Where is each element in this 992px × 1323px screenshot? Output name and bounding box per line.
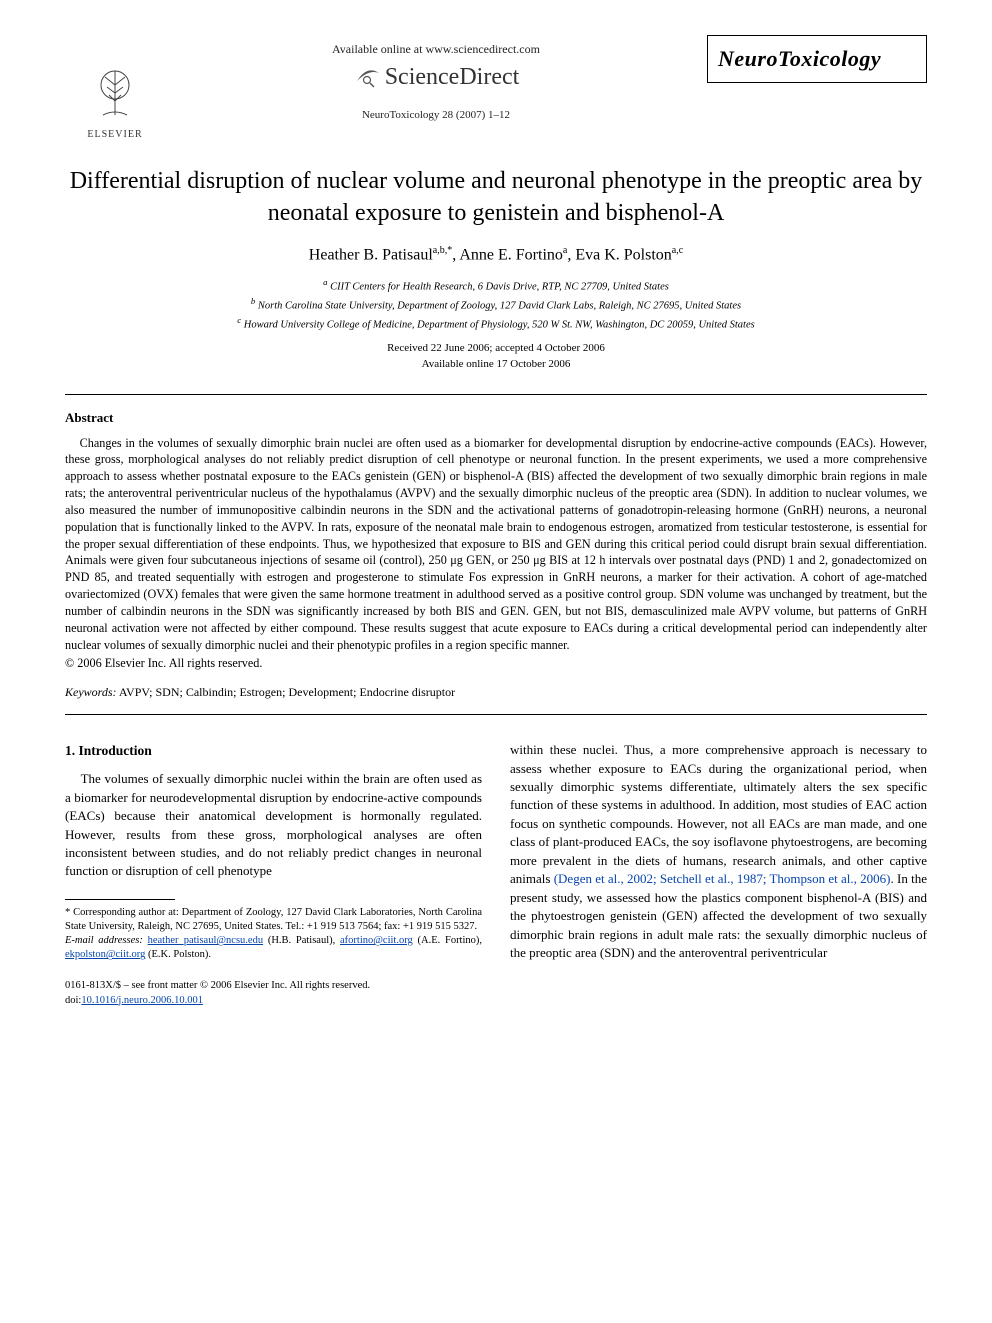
- front-matter-line: 0161-813X/$ – see front matter © 2006 El…: [65, 979, 482, 994]
- elsevier-tree-icon: [87, 65, 143, 121]
- email-link-2[interactable]: afortino@ciit.org: [340, 935, 413, 946]
- journal-title: NeuroToxicology: [718, 46, 881, 71]
- elsevier-logo-block: ELSEVIER: [65, 35, 165, 141]
- email-addresses: E-mail addresses: heather_patisaul@ncsu.…: [65, 934, 482, 962]
- journal-citation-line: NeuroToxicology 28 (2007) 1–12: [165, 108, 707, 123]
- author-1: Heather B. Patisaul: [309, 246, 433, 263]
- abstract-body: Changes in the volumes of sexually dimor…: [65, 435, 927, 654]
- footnote-separator: [65, 899, 175, 900]
- affiliation-c: c Howard University College of Medicine,…: [65, 314, 927, 333]
- body-columns: 1. Introduction The volumes of sexually …: [65, 741, 927, 1008]
- column-left: 1. Introduction The volumes of sexually …: [65, 741, 482, 1008]
- author-3: Eva K. Polston: [575, 246, 671, 263]
- keywords-text: AVPV; SDN; Calbindin; Estrogen; Developm…: [119, 685, 455, 699]
- affiliation-a: a CIIT Centers for Health Research, 6 Da…: [65, 276, 927, 295]
- sciencedirect-text: ScienceDirect: [385, 61, 520, 93]
- introduction-heading: 1. Introduction: [65, 741, 482, 760]
- email-link-3[interactable]: ekpolston@ciit.org: [65, 949, 145, 960]
- citation-link[interactable]: (Degen et al., 2002; Setchell et al., 19…: [554, 871, 891, 886]
- intro-para-right: within these nuclei. Thus, a more compre…: [510, 741, 927, 962]
- elsevier-label: ELSEVIER: [65, 128, 165, 142]
- header-center: Available online at www.sciencedirect.co…: [165, 35, 707, 122]
- available-online-text: Available online at www.sciencedirect.co…: [165, 41, 707, 57]
- available-online-date: Available online 17 October 2006: [65, 357, 927, 372]
- column-right: within these nuclei. Thus, a more compre…: [510, 741, 927, 1008]
- sciencedirect-swoosh-icon: [353, 63, 381, 91]
- divider: [65, 394, 927, 395]
- journal-title-box: NeuroToxicology: [707, 35, 927, 83]
- article-title: Differential disruption of nuclear volum…: [65, 165, 927, 230]
- email-link-1[interactable]: heather_patisaul@ncsu.edu: [148, 935, 264, 946]
- author-list: Heather B. Patisaula,b,*, Anne E. Fortin…: [65, 244, 927, 266]
- doi-link[interactable]: 10.1016/j.neuro.2006.10.001: [81, 995, 203, 1006]
- corresponding-author-footnote: * Corresponding author at: Department of…: [65, 906, 482, 963]
- abstract-copyright: © 2006 Elsevier Inc. All rights reserved…: [65, 655, 927, 671]
- author-2: Anne E. Fortino: [459, 246, 563, 263]
- keywords-label: Keywords:: [65, 685, 117, 699]
- sciencedirect-logo: ScienceDirect: [353, 61, 520, 93]
- divider: [65, 714, 927, 715]
- email-label: E-mail addresses:: [65, 935, 143, 946]
- received-accepted: Received 22 June 2006; accepted 4 Octobe…: [65, 341, 927, 356]
- abstract-heading: Abstract: [65, 409, 927, 427]
- page-header: ELSEVIER Available online at www.science…: [65, 35, 927, 141]
- keywords-block: Keywords: AVPV; SDN; Calbindin; Estrogen…: [65, 684, 927, 700]
- corresponding-text: * Corresponding author at: Department of…: [65, 906, 482, 934]
- intro-para-left: The volumes of sexually dimorphic nuclei…: [65, 770, 482, 881]
- affiliation-b: b North Carolina State University, Depar…: [65, 295, 927, 314]
- doi-line: doi:10.1016/j.neuro.2006.10.001: [65, 994, 482, 1009]
- article-dates: Received 22 June 2006; accepted 4 Octobe…: [65, 341, 927, 372]
- affiliations: a CIIT Centers for Health Research, 6 Da…: [65, 276, 927, 334]
